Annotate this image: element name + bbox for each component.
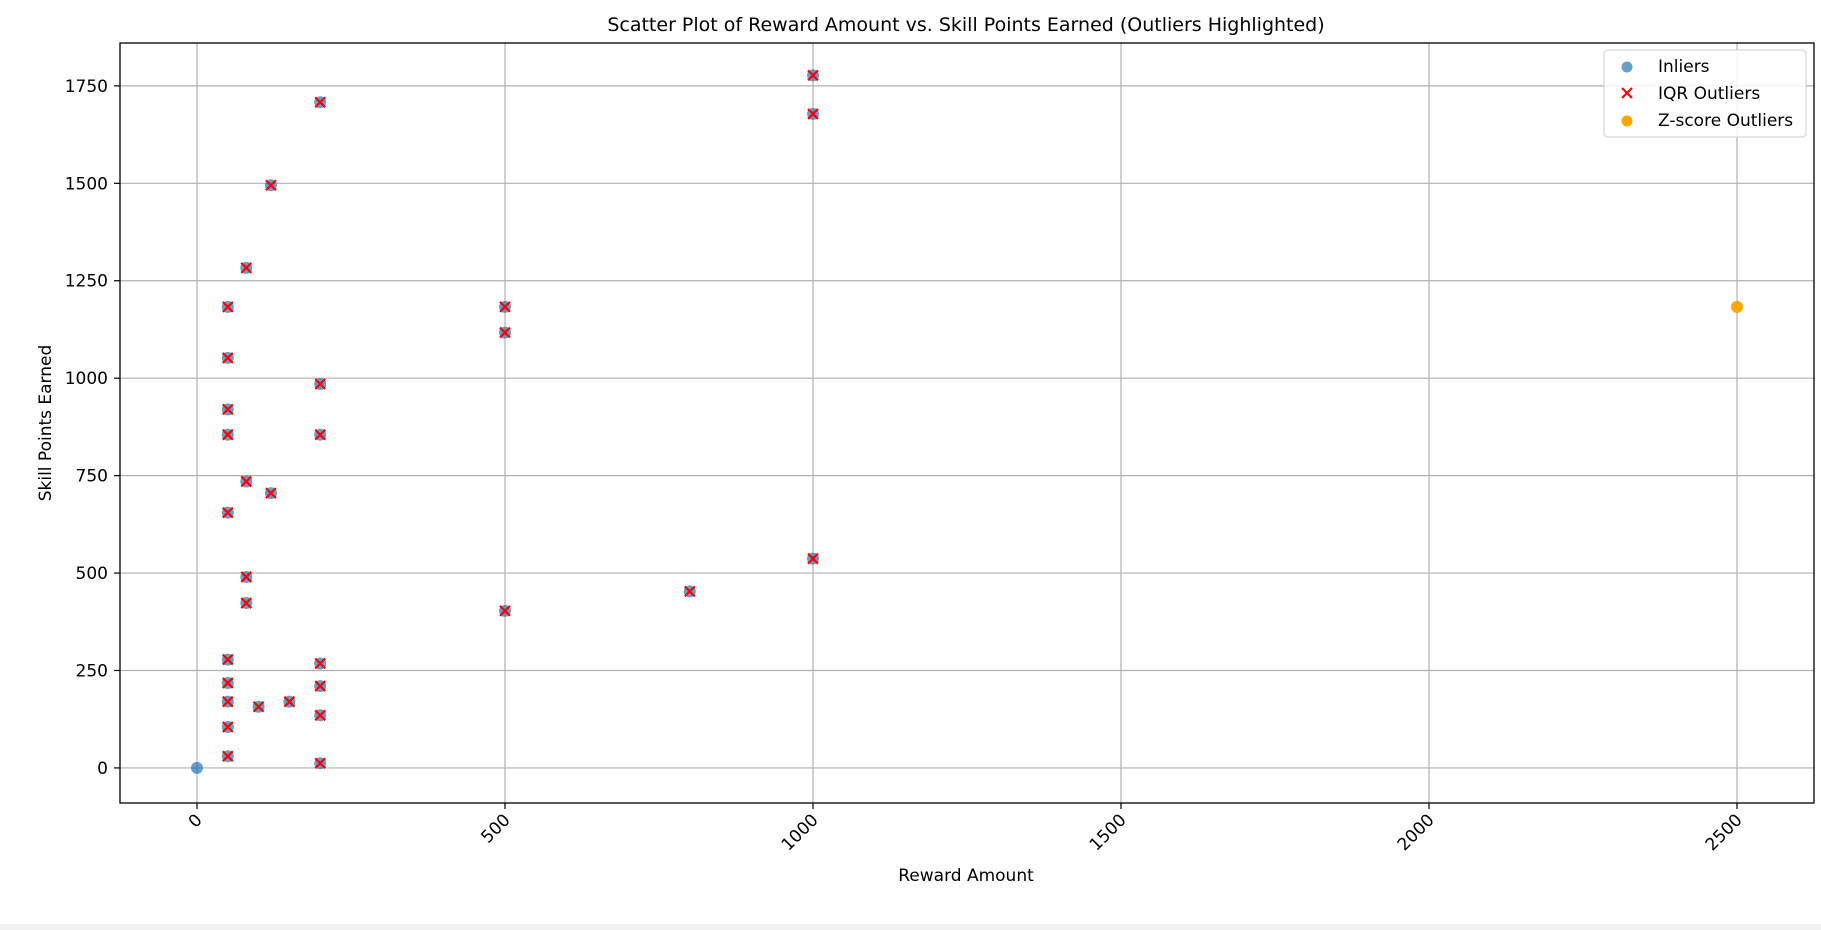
iqr-outliers-point [807,108,819,120]
legend-iqr-label: IQR Outliers [1658,84,1760,104]
iqr-outliers-point [222,695,234,708]
y-tick-label: 1500 [65,174,108,194]
legend-inliers-label: Inliers [1658,57,1710,77]
iqr-outliers-point [283,695,296,708]
iqr-outliers-point [222,721,234,733]
iqr-outliers-point [222,506,234,519]
data-points [191,69,1743,774]
iqr-outliers-point [314,757,326,770]
iqr-outliers-point [314,709,326,722]
window-bottom-strip [0,924,1821,930]
x-tick-label: 0 [185,810,207,832]
y-tick-label: 1000 [65,369,108,389]
inliers-point [191,761,203,774]
iqr-outliers-point [684,585,696,598]
x-tick-label: 1500 [1086,810,1131,855]
legend-inliers-marker [1621,61,1633,73]
iqr-outliers-point [314,378,326,390]
chart-title: Scatter Plot of Reward Amount vs. Skill … [607,14,1324,36]
iqr-outliers-point [314,428,326,441]
y-tick-label: 0 [97,759,108,779]
x-tick-label: 1000 [778,810,823,855]
legend: Inliers IQR Outliers Z-score Outliers [1603,49,1807,138]
axis-ticks: 0 500 1000 1500 2000 2500 0 250 500 750 1000 1250 15… [65,77,1747,855]
iqr-outliers-point [222,301,234,313]
x-tick-label: 2500 [1702,810,1747,855]
iqr-outliers-point [265,179,277,192]
y-tick-label: 1250 [65,272,108,292]
iqr-outliers-point [222,653,234,666]
iqr-outliers-point [222,428,234,441]
legend-zscore-label: Z-score Outliers [1658,111,1793,131]
iqr-outliers-point [222,403,234,416]
iqr-outliers-point [240,262,253,274]
iqr-outliers-point [222,750,234,763]
iqr-outliers-point [240,571,253,583]
grid-lines [120,43,1814,803]
x-tick-label: 500 [477,810,514,847]
iqr-outliers-point [807,69,819,82]
iqr-outliers-point [499,605,511,617]
y-tick-label: 750 [76,467,108,487]
iqr-outliers-point [499,301,511,313]
legend-zscore-marker [1621,115,1633,127]
z-score-outliers-point [1731,300,1743,313]
y-tick-label: 250 [76,661,108,681]
iqr-outliers-point [265,487,277,499]
y-tick-label: 1750 [65,77,108,97]
iqr-outliers-point [252,700,265,713]
iqr-outliers-point [222,352,234,364]
iqr-outliers-point [807,552,819,565]
y-axis-label: Skill Points Earned [36,345,56,502]
legend-box [1603,49,1807,138]
iqr-outliers-point [314,657,326,670]
iqr-outliers-point [314,680,326,692]
iqr-outliers-point [222,677,234,689]
x-axis-label: Reward Amount [898,866,1034,886]
iqr-outliers-point [240,475,253,488]
iqr-outliers-point [240,597,253,609]
legend-iqr-marker [1621,87,1633,99]
iqr-outliers-point [499,326,511,339]
iqr-outliers-point [314,96,326,109]
plot-frame [119,42,1815,804]
y-tick-label: 500 [76,564,108,584]
x-tick-label: 2000 [1394,810,1439,855]
